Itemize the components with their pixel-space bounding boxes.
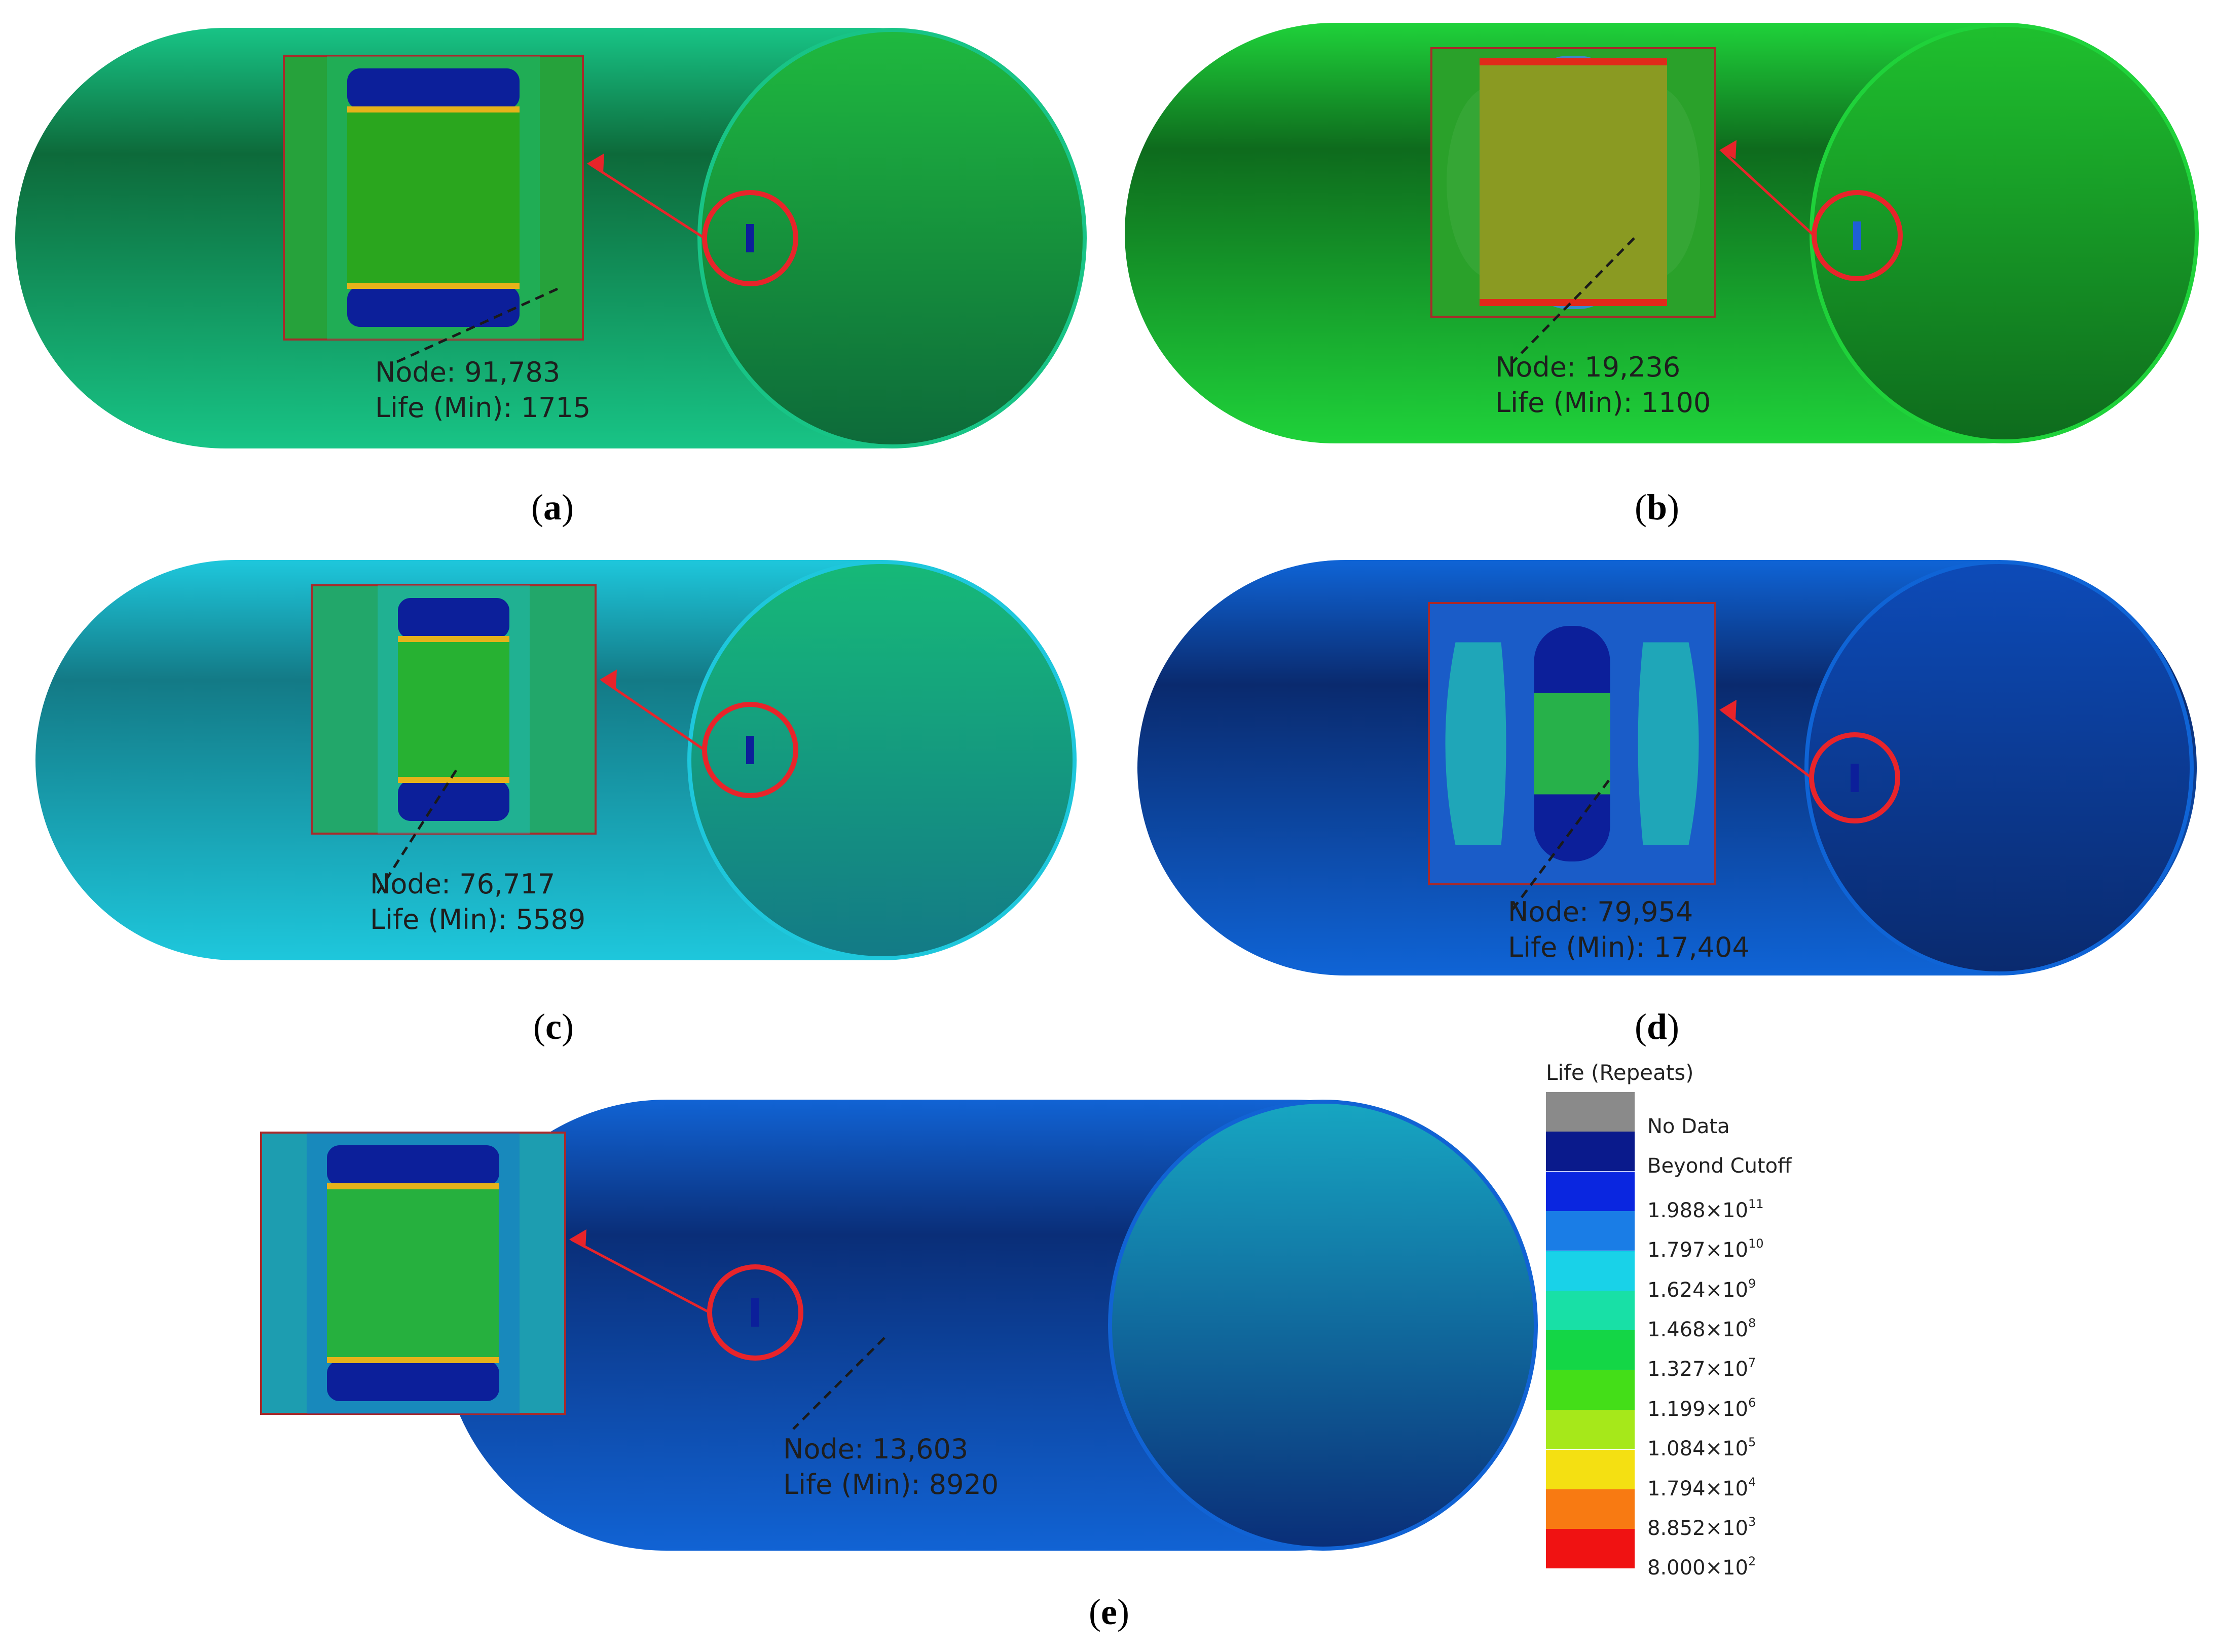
legend-swatch xyxy=(1546,1251,1635,1291)
cylinder-end-face xyxy=(687,560,1077,960)
node-label-c: Node: 76,717 Life (Min): 5589 xyxy=(370,868,586,935)
legend-swatch xyxy=(1546,1291,1635,1330)
cylinder-end-face xyxy=(1108,1100,1538,1551)
cylinder-end-face xyxy=(1804,560,2194,975)
inset-zoom-c xyxy=(311,584,597,835)
node-label-e: Node: 13,603 Life (Min): 8920 xyxy=(783,1433,999,1500)
legend-label: 1.199×106 xyxy=(1647,1395,1756,1421)
legend-label: 1.624×109 xyxy=(1647,1276,1756,1302)
callout-arrow xyxy=(601,679,706,752)
legend-swatch xyxy=(1546,1171,1635,1211)
legend-label: 1.084×105 xyxy=(1647,1435,1756,1461)
cylinder-end-face xyxy=(697,28,1087,448)
legend-swatch xyxy=(1546,1370,1635,1410)
node-leader-line xyxy=(389,287,559,366)
cylinder-end-face xyxy=(1810,23,2199,443)
panel-c xyxy=(0,532,1107,1039)
legend-swatch xyxy=(1546,1092,1635,1132)
caption-e: (e) xyxy=(1089,1592,1129,1632)
cylinder-d xyxy=(1137,560,2197,975)
legend-label: 1.327×107 xyxy=(1647,1356,1756,1381)
inset-zoom-b xyxy=(1430,47,1716,318)
inset-zoom-e xyxy=(260,1132,566,1415)
inset-zoom-a xyxy=(283,55,584,341)
callout-arrow xyxy=(1720,149,1815,237)
panel-d xyxy=(1107,532,2214,1039)
node-label-a: Node: 91,783 Life (Min): 1715 xyxy=(375,356,591,424)
cylinder-a xyxy=(15,28,1087,448)
legend-swatch xyxy=(1546,1330,1635,1370)
node-leader-line xyxy=(1511,779,1610,911)
legend-label: Beyond Cutoff xyxy=(1647,1154,1792,1178)
legend-swatch xyxy=(1546,1529,1635,1569)
caption-c: (c) xyxy=(533,1006,574,1047)
legend-swatch xyxy=(1546,1410,1635,1450)
legend-label: 1.797×1010 xyxy=(1647,1236,1764,1262)
callout-arrow xyxy=(570,1238,711,1314)
cylinder-c xyxy=(35,560,1077,960)
panel-b xyxy=(1107,0,2214,507)
node-leader-line xyxy=(374,769,458,898)
legend-label: 8.852×103 xyxy=(1647,1515,1756,1540)
node-leader-line xyxy=(792,1337,885,1430)
caption-d: (d) xyxy=(1635,1006,1680,1047)
panel-a xyxy=(0,0,1107,507)
node-label-b: Node: 19,236 Life (Min): 1100 xyxy=(1495,351,1711,419)
node-leader-line xyxy=(1511,237,1635,363)
caption-a: (a) xyxy=(531,487,574,528)
legend-swatch xyxy=(1546,1132,1635,1172)
caption-b: (b) xyxy=(1635,487,1680,528)
callout-arrow xyxy=(588,162,706,240)
legend-label: 1.988×1011 xyxy=(1647,1196,1764,1222)
legend-title: Life (Repeats) xyxy=(1546,1060,1694,1085)
callout-arrow xyxy=(1720,708,1813,779)
legend-label: 1.468×108 xyxy=(1647,1316,1756,1341)
legend-swatch xyxy=(1546,1211,1635,1251)
panel-e xyxy=(0,1084,1541,1652)
legend-swatch xyxy=(1546,1489,1635,1529)
legend-label: No Data xyxy=(1647,1115,1730,1138)
node-label-d: Node: 79,954 Life (Min): 17,404 xyxy=(1508,896,1750,963)
cylinder-b xyxy=(1125,23,2199,443)
inset-zoom-d xyxy=(1428,602,1716,885)
cylinder-e xyxy=(260,1100,1538,1551)
legend-label: 1.794×104 xyxy=(1647,1475,1756,1500)
legend-label: 8.000×102 xyxy=(1647,1554,1756,1580)
legend-swatch xyxy=(1546,1449,1635,1489)
